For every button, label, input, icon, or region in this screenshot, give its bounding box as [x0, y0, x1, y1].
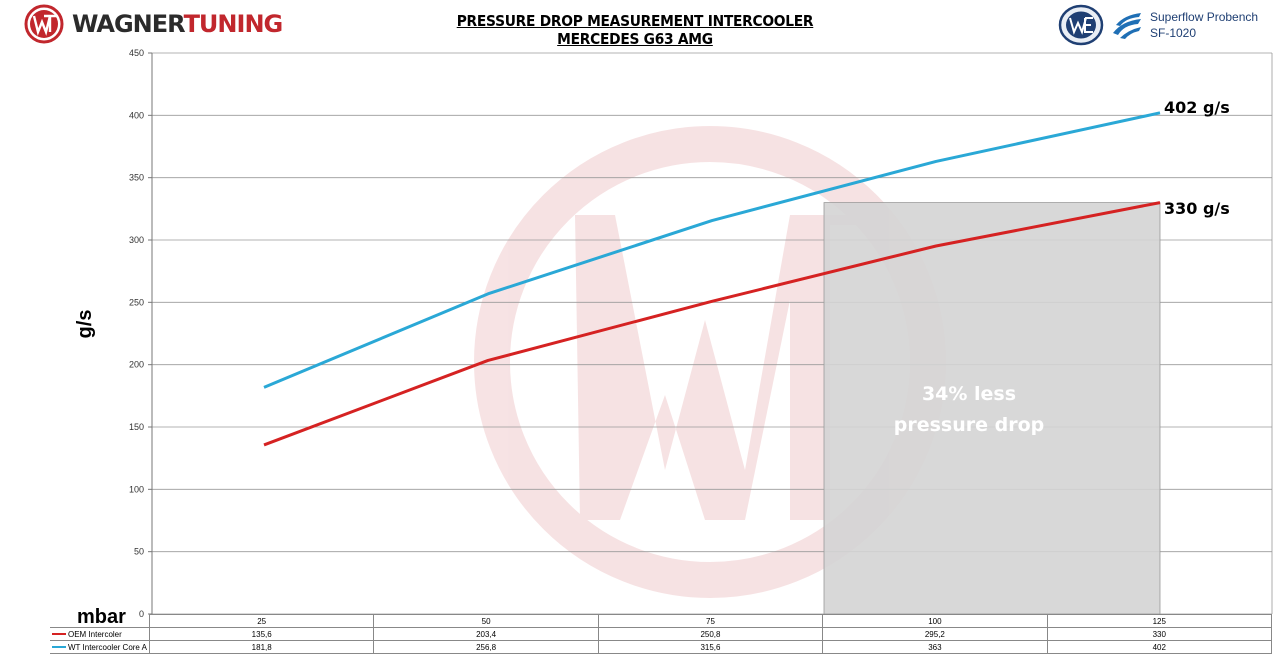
x-tick-label: 125 [1046, 614, 1273, 628]
legend-label: OEM Intercoler [68, 629, 122, 639]
table-corner [50, 614, 150, 628]
highlight-region [823, 202, 1161, 615]
legend-swatch [52, 646, 66, 649]
y-tick-label: 0 [139, 609, 144, 619]
header: WAGNERTUNING PRESSURE DROP MEASUREMENT I… [0, 0, 1283, 50]
table-row: WT Intercooler Core A 181,8 256,8 315,6 363 4… [50, 640, 1273, 654]
y-tick-label: 300 [129, 235, 144, 245]
data-table: 25 50 75 100 125 OEM Intercoler 135,6 203,4 250,… [50, 614, 1273, 654]
data-cell: 135,6 [148, 627, 375, 641]
data-cell: 363 [822, 640, 1048, 654]
end-label-wt: 402 g/s [1164, 98, 1230, 117]
y-tick-label: 50 [134, 547, 144, 557]
y-tick-label: 250 [129, 297, 144, 307]
superflow-probench-label: Superflow Probench SF-1020 [1150, 9, 1258, 41]
y-tick-label: 350 [129, 173, 144, 183]
series-layer [263, 111, 1161, 447]
legend-label: WT Intercooler Core A [68, 642, 147, 652]
wagner-tuning-logo[interactable]: WAGNERTUNING [22, 4, 284, 44]
data-cell: 250,8 [597, 627, 824, 641]
brand-part-2: TUNING [183, 10, 284, 38]
superflow-icon [1113, 13, 1141, 39]
data-cell: 330 [1046, 627, 1273, 641]
series-line-0 [263, 201, 1161, 447]
wt-badge-icon [1058, 4, 1104, 46]
table-row: OEM Intercoler 135,6 203,4 250,8 295,2 330 [50, 627, 1273, 641]
y-axis-label: g/s [74, 310, 96, 339]
series-line-1 [263, 111, 1161, 389]
bench-name: Superflow Probench [1150, 10, 1259, 24]
data-cell: 181,8 [148, 640, 375, 654]
data-cell: 402 [1046, 640, 1273, 654]
data-cell: 315,6 [597, 640, 824, 654]
legend-swatch [52, 633, 66, 636]
data-cell: 256,8 [373, 640, 599, 654]
axes: 0 50 100 150 200 250 300 350 400 450 [129, 48, 1273, 619]
bench-model: SF-1020 [1150, 26, 1197, 40]
legend-entry: OEM Intercoler [50, 627, 150, 641]
table-header-row: 25 50 75 100 125 [50, 614, 1273, 628]
highlight-text-1: 34% less [922, 383, 1016, 405]
data-cell: 203,4 [373, 627, 599, 641]
x-tick-label: 25 [148, 614, 375, 628]
y-tick-label: 200 [129, 360, 144, 370]
y-tick-label: 450 [129, 48, 144, 58]
x-tick-label: 50 [373, 614, 599, 628]
y-tick-label: 150 [129, 422, 144, 432]
x-tick-label: 100 [822, 614, 1048, 628]
brand-part-1: WAGNER [72, 10, 185, 38]
y-tick-label: 400 [129, 110, 144, 120]
data-cell: 295,2 [822, 627, 1048, 641]
end-label-oem: 330 g/s [1164, 199, 1230, 218]
x-tick-label: 75 [597, 614, 824, 628]
wt-emblem-icon [24, 4, 64, 44]
legend-entry: WT Intercooler Core A [50, 640, 150, 654]
highlight-text-2: pressure drop [894, 414, 1045, 436]
chart-title: PRESSURE DROP MEASUREMENT INTERCOOLER ME… [456, 12, 814, 48]
brand-name: WAGNERTUNING [72, 10, 284, 38]
y-tick-label: 100 [129, 484, 144, 494]
